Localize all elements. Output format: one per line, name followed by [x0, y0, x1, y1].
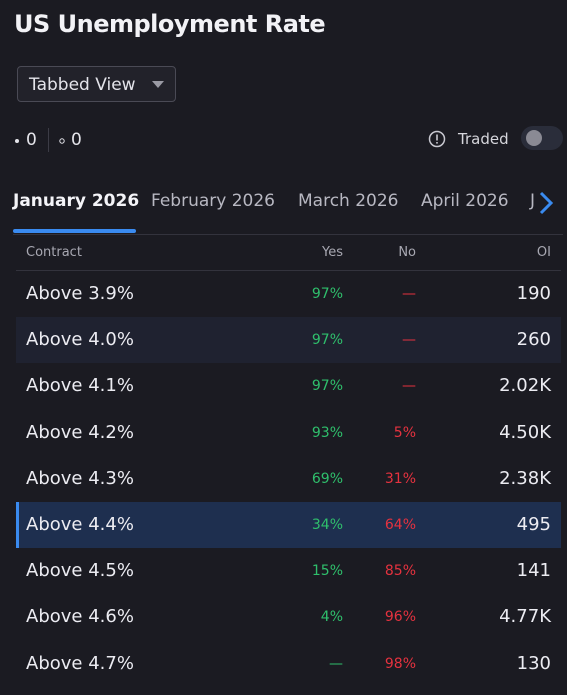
contract-cell: Above 4.4% — [26, 514, 134, 535]
title: US Unemployment Rate — [14, 10, 326, 38]
no-cell: 96% — [384, 609, 416, 626]
column-header: Yes — [322, 245, 343, 260]
no-cell: — — [402, 332, 416, 349]
tab[interactable]: January 2026 — [13, 191, 140, 211]
table-row[interactable]: Above 4.1% 97% — 2.02K — [16, 363, 561, 409]
tabs-next-arrow[interactable] — [536, 190, 556, 216]
yes-cell: 97% — [311, 332, 343, 349]
no-cell: 5% — [393, 424, 416, 441]
table-row[interactable]: Above 4.7% — 98% 130 — [16, 641, 561, 687]
oi-cell: 130 — [516, 652, 551, 674]
divider — [48, 128, 49, 152]
table-row[interactable]: Above 4.4% 34% 64% 495 — [16, 502, 561, 548]
column-header: OI — [536, 245, 551, 260]
ring-icon — [59, 138, 65, 144]
view-select[interactable]: Tabbed View — [17, 66, 176, 102]
no-cell: — — [402, 378, 416, 395]
table-row[interactable]: Above 4.2% 93% 5% 4.50K — [16, 410, 561, 456]
oi-cell: 2.38K — [499, 467, 551, 489]
table-row[interactable]: Above 3.9% 97% — 190 — [16, 271, 561, 317]
no-cell: — — [402, 286, 416, 302]
yes-cell: 4% — [320, 609, 343, 626]
yes-cell: 93% — [311, 424, 343, 441]
table-row[interactable]: Above 4.6% 4% 96% 4.77K — [16, 594, 561, 640]
contract-cell: Above 4.5% — [26, 560, 134, 582]
dot-icon — [15, 139, 19, 143]
info-icon[interactable] — [428, 130, 446, 148]
no-cell: 98% — [384, 655, 416, 672]
tab-bar: January 2026 February 2026 March 2026 April… — [0, 186, 567, 234]
contract-cell: Above 4.7% — [26, 652, 134, 674]
contract-cell: Above 4.1% — [26, 375, 134, 397]
traded-toggle[interactable] — [520, 125, 564, 151]
counter: 0 — [71, 130, 82, 150]
tab[interactable]: April 2026 — [421, 191, 509, 211]
contract-cell: Above 4.2% — [26, 421, 134, 443]
yes-cell: 97% — [311, 378, 343, 395]
oi-cell: 190 — [516, 283, 551, 304]
dropdown-caret — [152, 81, 164, 88]
traded-label: Traded — [458, 130, 509, 148]
yes-cell: 97% — [311, 286, 343, 302]
counter: 0 — [26, 130, 37, 150]
oi-cell: 141 — [516, 560, 551, 582]
column-header: Contract — [26, 245, 82, 260]
yes-cell: — — [329, 655, 343, 672]
active-tab-indicator — [13, 229, 136, 233]
contract-cell: Above 4.6% — [26, 606, 134, 628]
tab[interactable]: J — [530, 191, 536, 211]
table-row[interactable]: Above 4.3% 69% 31% 2.38K — [16, 456, 561, 502]
oi-cell: 2.02K — [499, 375, 551, 397]
no-cell: 85% — [384, 563, 416, 580]
contract-cell: Above 4.3% — [26, 467, 134, 489]
contract-cell: Above 3.9% — [26, 283, 134, 304]
table-header: Contract Yes No OI — [16, 236, 561, 271]
contract-cell: Above 4.0% — [26, 329, 134, 351]
table-row[interactable]: Above 4.5% 15% 85% 141 — [16, 548, 561, 594]
no-cell: 31% — [384, 470, 416, 487]
column-header: No — [398, 245, 416, 260]
table-body: Above 3.9% 97% —190 Above 4.0% 97% —260 Above … — [0, 271, 567, 695]
tab-border — [13, 234, 563, 235]
yes-cell: 69% — [311, 470, 343, 487]
tab[interactable]: March 2026 — [298, 191, 399, 211]
oi-cell: 4.77K — [499, 606, 551, 628]
yes-cell: 34% — [311, 517, 343, 533]
yes-cell: 15% — [311, 563, 343, 580]
tab[interactable]: February 2026 — [151, 191, 275, 211]
oi-cell: 495 — [516, 514, 551, 535]
view-select-label: Tabbed View — [29, 75, 136, 95]
oi-cell: 4.50K — [499, 421, 551, 443]
no-cell: 64% — [384, 517, 416, 533]
table-row[interactable]: Above 4.0% 97% — 260 — [16, 317, 561, 364]
oi-cell: 260 — [516, 329, 551, 351]
